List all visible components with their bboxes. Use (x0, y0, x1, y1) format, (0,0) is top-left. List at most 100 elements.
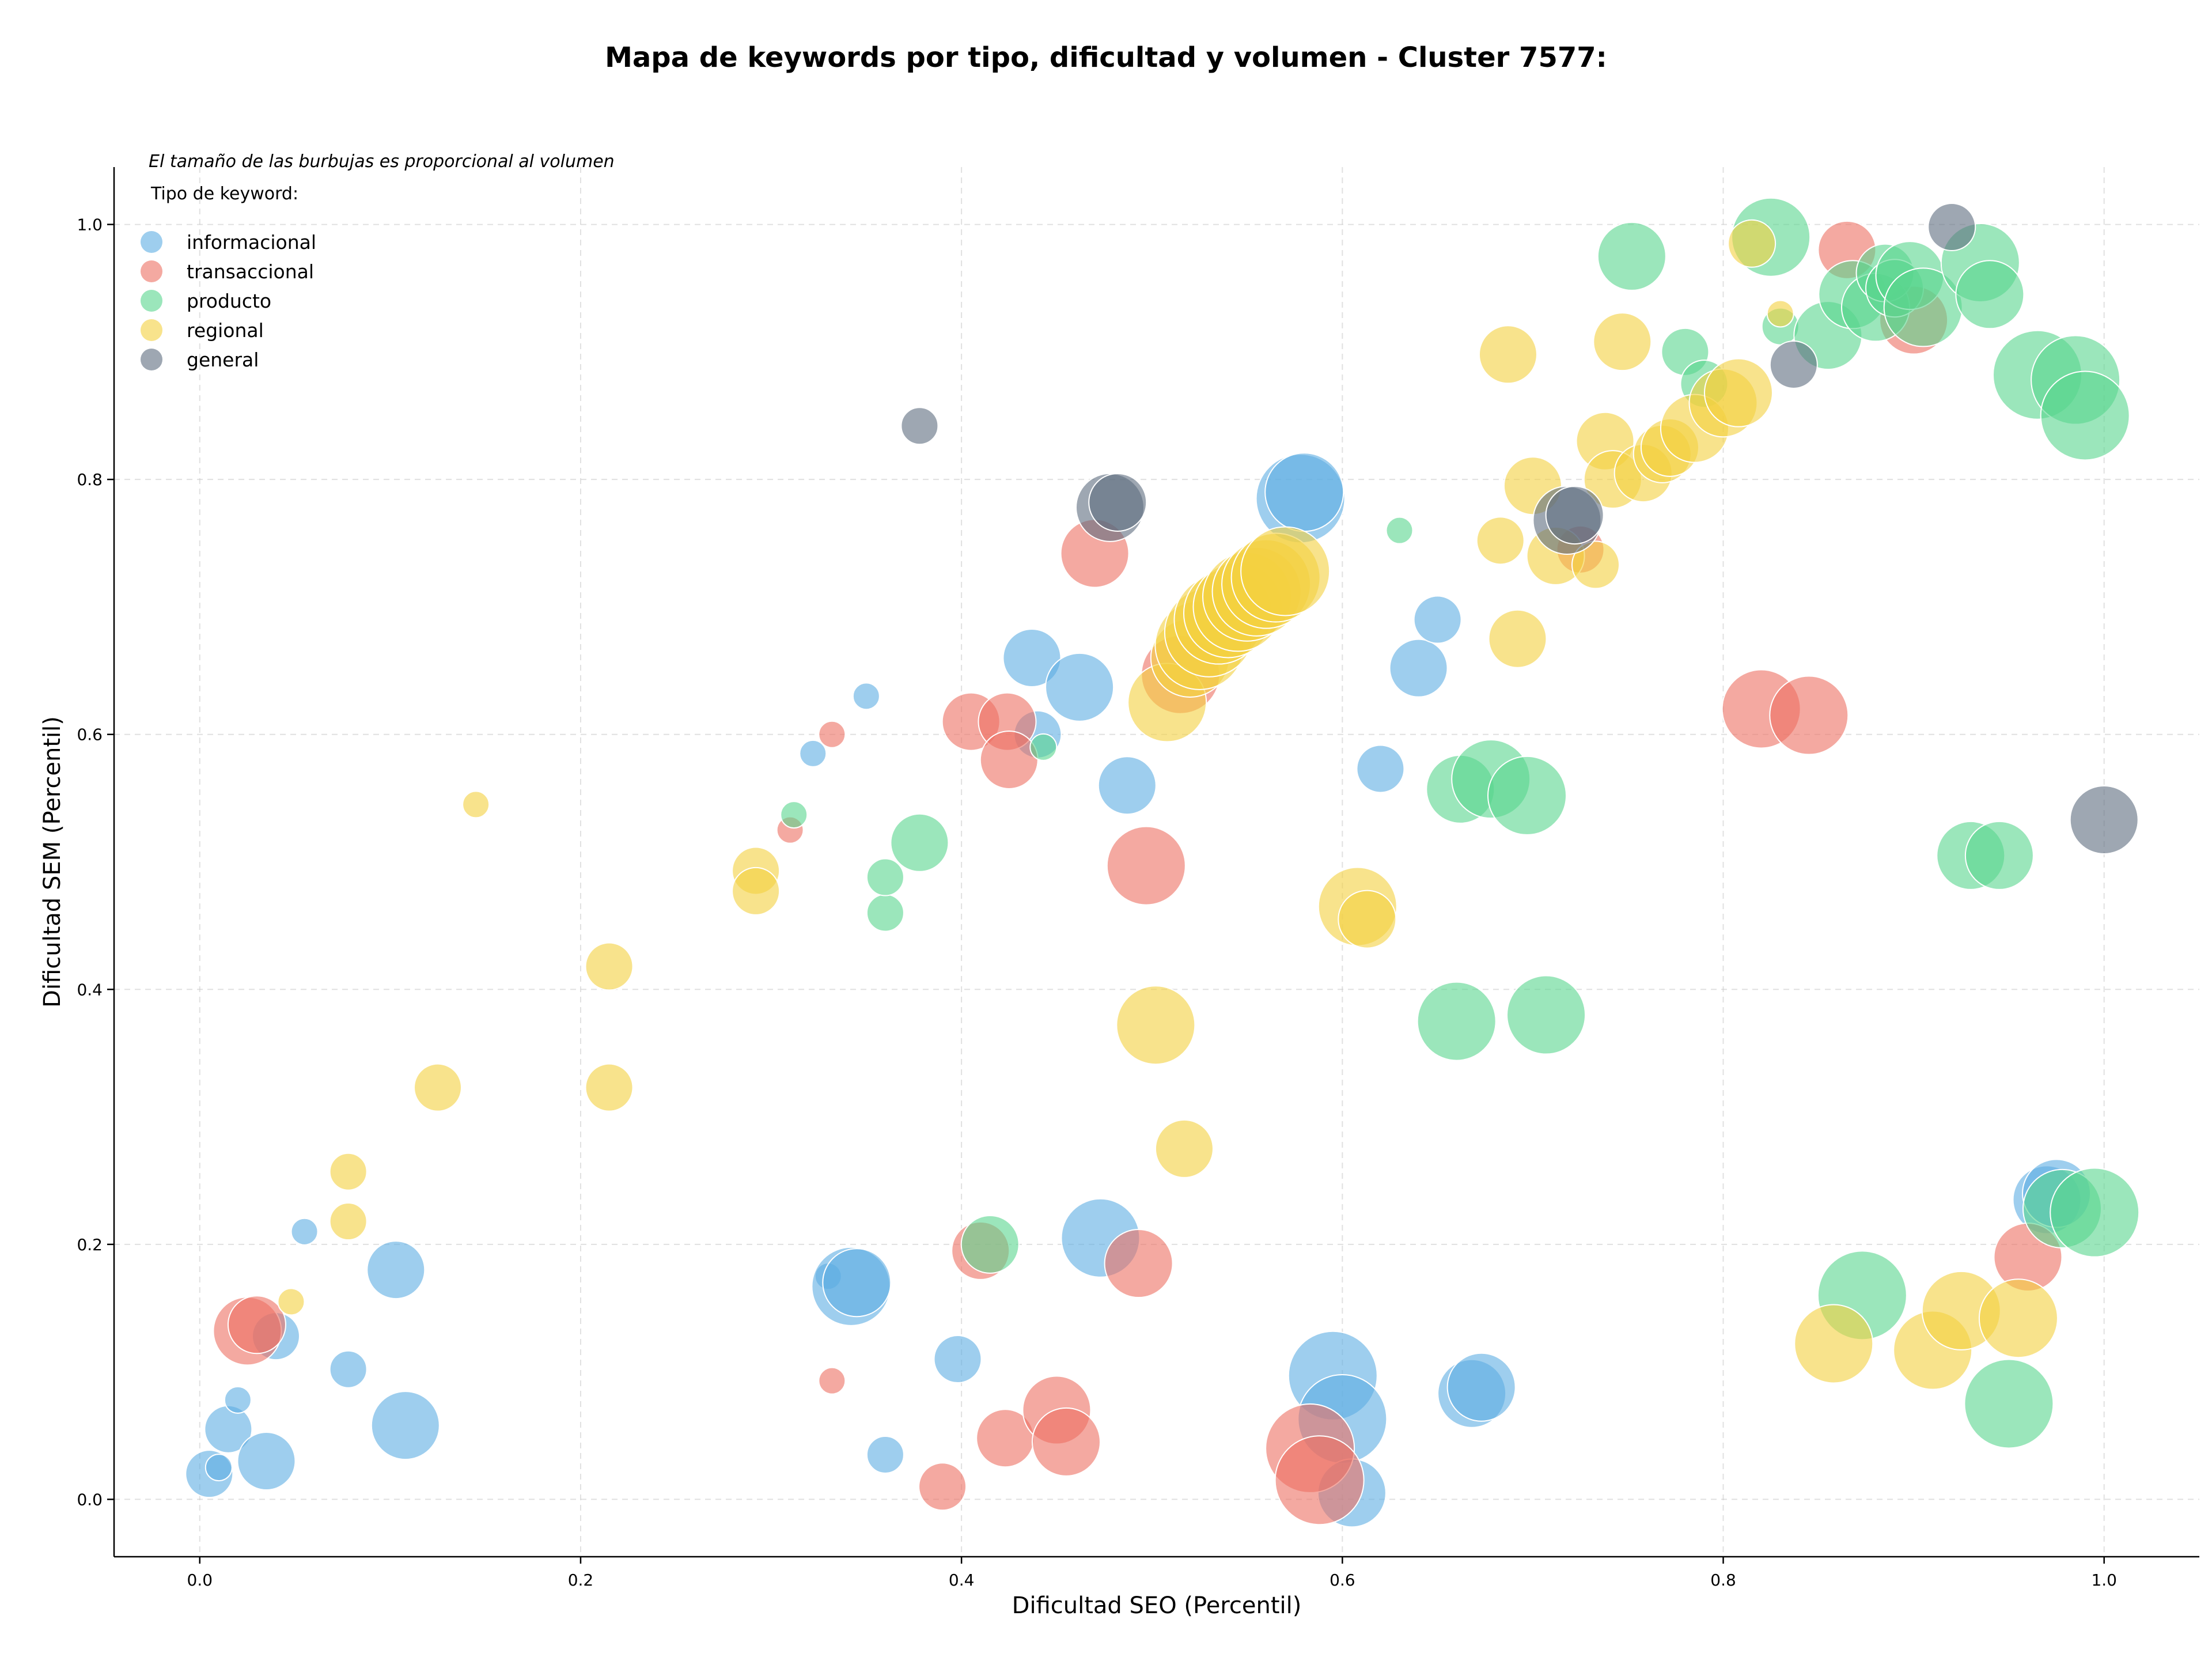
x-axis-label: Dificultad SEO (Percentil) (1012, 1592, 1302, 1619)
bubble-regional (1766, 300, 1794, 328)
bubble-regional (585, 1063, 634, 1112)
bubble-transaccional (818, 1367, 846, 1395)
bubble-general (1927, 203, 1976, 252)
bubbles (185, 197, 2140, 1528)
legend-label-producto: producto (187, 290, 271, 312)
bubble-general (1769, 340, 1818, 389)
bubble-size-note: El tamaño de las burbujas es proporciona… (149, 152, 615, 172)
bubble-regional (1154, 1119, 1214, 1178)
legend-marker-producto (141, 290, 162, 312)
bubble-producto (1416, 981, 1497, 1061)
bubble-regional (1488, 609, 1547, 668)
bubble-informacional (329, 1350, 368, 1388)
bubble-producto (866, 858, 904, 896)
bubble-informacional (366, 1240, 426, 1300)
bubble-general (900, 407, 939, 445)
bubble-informacional (1264, 452, 1344, 532)
bubble-producto (1955, 260, 2025, 330)
bubble-transaccional (1106, 826, 1186, 906)
bubble-regional (1478, 325, 1537, 384)
bubble-transaccional (1274, 1435, 1365, 1526)
bubble-transaccional (918, 1462, 967, 1511)
series-regional (277, 219, 2058, 1390)
x-tick-label: 0.2 (568, 1571, 594, 1590)
bubble-informacional (224, 1386, 252, 1414)
bubble-regional (1476, 516, 1525, 565)
bubble-producto (960, 1214, 1020, 1274)
bubble-regional (585, 942, 634, 991)
bubble-transaccional (1769, 675, 1849, 755)
bubble-producto (1964, 820, 2034, 890)
y-tick-label: 0.2 (77, 1235, 103, 1254)
bubble-general (1088, 472, 1147, 532)
series-transaccional (213, 220, 2063, 1526)
axes (113, 167, 2199, 1558)
bubble-informacional (1045, 652, 1115, 722)
bubble-informacional (370, 1391, 440, 1461)
bubble-general (1545, 486, 1604, 545)
bubble-regional (1116, 985, 1196, 1065)
bubble-producto (1597, 221, 1666, 291)
bubble-informacional (1446, 1352, 1516, 1422)
legend-title: Tipo de keyword: (150, 184, 298, 204)
legend-label-regional: regional (187, 319, 264, 342)
bubble-regional (329, 1152, 368, 1191)
bubble-producto (1385, 516, 1414, 544)
legend-marker-regional (141, 319, 162, 341)
bubble-informacional (822, 1248, 892, 1318)
bubble-transaccional (818, 720, 846, 748)
legend: Tipo de keyword: informacional transaccio… (141, 184, 316, 371)
bubble-producto (780, 801, 808, 829)
y-axis-label: Dificultad SEM (Percentil) (39, 716, 66, 1008)
legend-items: informacional transaccional producto region… (141, 231, 316, 371)
bubble-producto (1029, 733, 1058, 761)
bubble-regional (1593, 312, 1652, 372)
series-producto (780, 197, 2140, 1449)
bubble-informacional (1389, 638, 1448, 698)
bubble-informacional (799, 739, 827, 767)
bubble-regional (1703, 358, 1773, 427)
bubble-informacional (290, 1217, 319, 1246)
bubble-informacional (1413, 595, 1462, 644)
bubble-producto (866, 894, 904, 932)
legend-label-transaccional: transaccional (187, 260, 314, 283)
grid-lines (114, 167, 2199, 1557)
bubble-regional (414, 1063, 463, 1112)
legend-label-informacional: informacional (187, 231, 316, 253)
x-tick-label: 0.4 (949, 1571, 975, 1590)
y-tick-label: 0.8 (77, 470, 103, 489)
bubble-general (2069, 785, 2139, 854)
chart-title: Mapa de keywords por tipo, dificultad y … (605, 41, 1607, 74)
bubble-regional (329, 1202, 368, 1241)
x-ticks: 0.0 0.2 0.4 0.6 0.8 1.0 (187, 1557, 2117, 1590)
bubble-regional (1794, 1304, 1874, 1384)
bubble-regional (462, 790, 490, 819)
bubble-producto (1506, 975, 1586, 1055)
bubble-transaccional (1031, 1407, 1101, 1477)
bubble-producto (1487, 755, 1567, 835)
bubble-regional (1338, 890, 1397, 949)
legend-marker-transaccional (141, 260, 162, 282)
bubble-transaccional (1104, 1229, 1173, 1299)
bubble-producto (1964, 1359, 2054, 1449)
bubble-informacional (1002, 628, 1062, 687)
y-tick-label: 0.0 (77, 1490, 103, 1509)
legend-marker-general (141, 349, 162, 370)
bubble-transaccional (227, 1295, 286, 1354)
bubble-informacional (204, 1454, 233, 1482)
bubble-informacional (237, 1432, 296, 1491)
bubble-informacional (852, 682, 880, 710)
bubble-regional (1571, 540, 1620, 589)
y-tick-label: 0.4 (77, 980, 103, 999)
bubble-regional (277, 1288, 305, 1316)
bubble-informacional (1356, 744, 1405, 793)
bubble-informacional (866, 1435, 904, 1474)
bubble-regional (1978, 1278, 2058, 1359)
x-tick-label: 0.0 (187, 1571, 213, 1590)
bubble-informacional (933, 1335, 982, 1384)
legend-marker-informacional (141, 231, 162, 253)
bubble-producto (2040, 370, 2130, 461)
series-general (900, 203, 2139, 854)
bubble-regional (732, 867, 781, 915)
